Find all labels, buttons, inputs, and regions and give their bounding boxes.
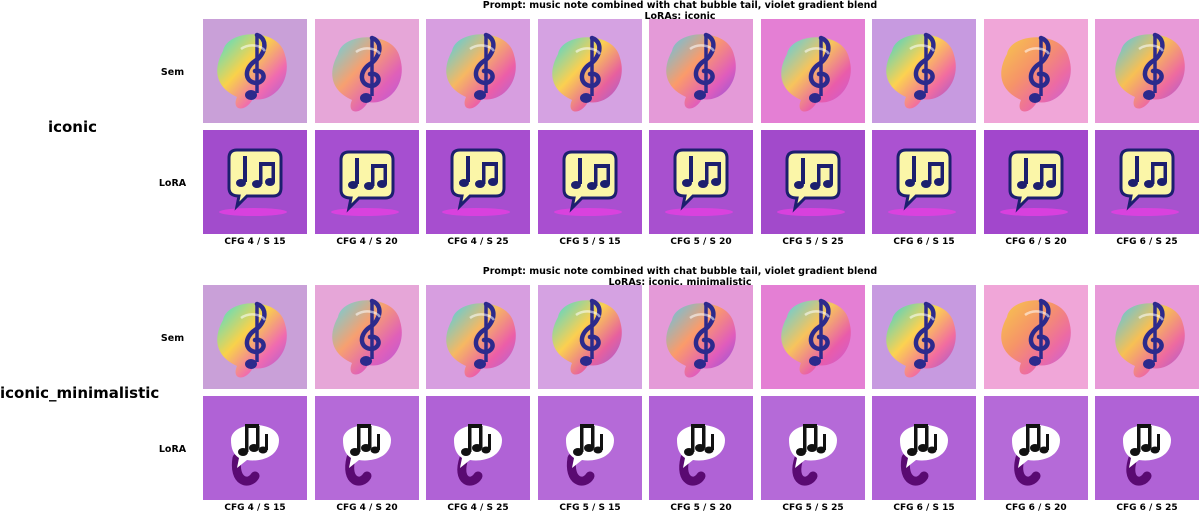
sem-image	[315, 285, 419, 389]
lora-image	[872, 130, 976, 234]
column-label: CFG 6 / S 20	[1005, 237, 1067, 247]
sem-image	[538, 285, 642, 389]
sem-image	[984, 285, 1088, 389]
column-label: CFG 6 / S 25	[1116, 237, 1178, 247]
column-label: CFG 5 / S 25	[782, 503, 844, 513]
column-label: CFG 5 / S 20	[670, 503, 732, 513]
prompt-caption: Prompt: music note combined with chat bu…	[420, 266, 940, 288]
prompt-text: Prompt: music note combined with chat bu…	[482, 0, 878, 11]
lora-image	[761, 130, 865, 234]
comparison-block-iconic: Prompt: music note combined with chat bu…	[0, 0, 1200, 260]
lora-image	[315, 130, 419, 234]
lora-image	[538, 396, 642, 500]
sem-image	[1095, 285, 1199, 389]
column-label: CFG 4 / S 25	[447, 237, 509, 247]
column-label: CFG 4 / S 25	[447, 503, 509, 513]
lora-image	[426, 130, 530, 234]
sem-image	[426, 19, 530, 123]
lora-image	[203, 130, 307, 234]
comparison-block-iconic-minimalistic: Prompt: music note combined with chat bu…	[0, 266, 1200, 526]
column-label: CFG 6 / S 25	[1116, 503, 1178, 513]
sem-image	[761, 285, 865, 389]
column-label: CFG 4 / S 15	[224, 503, 286, 513]
lora-image	[649, 130, 753, 234]
column-label: CFG 5 / S 15	[559, 503, 621, 513]
sem-image	[872, 19, 976, 123]
column-label: CFG 6 / S 15	[893, 503, 955, 513]
column-label: CFG 6 / S 20	[1005, 503, 1067, 513]
block-title: iconic_minimalistic	[0, 384, 160, 402]
block-title: iconic	[47, 118, 98, 136]
lora-image	[538, 130, 642, 234]
sem-image	[1095, 19, 1199, 123]
sem-image	[203, 19, 307, 123]
prompt-text: Prompt: music note combined with chat bu…	[482, 266, 878, 277]
row-label-lora: LoRA	[158, 178, 187, 189]
sem-image	[649, 285, 753, 389]
lora-image	[315, 396, 419, 500]
loras-text: LoRAs: iconic, minimalistic	[608, 277, 752, 288]
row-label-sem: Sem	[160, 67, 185, 78]
lora-image	[761, 396, 865, 500]
sem-image	[984, 19, 1088, 123]
lora-image	[649, 396, 753, 500]
sem-image	[426, 285, 530, 389]
prompt-caption: Prompt: music note combined with chat bu…	[420, 0, 940, 22]
lora-image	[1095, 130, 1199, 234]
lora-image	[203, 396, 307, 500]
row-label-sem: Sem	[160, 333, 185, 344]
column-label: CFG 6 / S 15	[893, 237, 955, 247]
column-label: CFG 4 / S 20	[336, 503, 398, 513]
column-label: CFG 4 / S 15	[224, 237, 286, 247]
column-label: CFG 4 / S 20	[336, 237, 398, 247]
column-label: CFG 5 / S 20	[670, 237, 732, 247]
lora-image	[984, 396, 1088, 500]
lora-image	[426, 396, 530, 500]
loras-text: LoRAs: iconic	[644, 11, 716, 22]
sem-image	[761, 19, 865, 123]
lora-image	[984, 130, 1088, 234]
sem-image	[315, 19, 419, 123]
column-label: CFG 5 / S 25	[782, 237, 844, 247]
lora-image	[872, 396, 976, 500]
lora-image	[1095, 396, 1199, 500]
sem-image	[538, 19, 642, 123]
sem-image	[203, 285, 307, 389]
row-label-lora: LoRA	[158, 444, 187, 455]
sem-image	[872, 285, 976, 389]
sem-image	[649, 19, 753, 123]
column-label: CFG 5 / S 15	[559, 237, 621, 247]
